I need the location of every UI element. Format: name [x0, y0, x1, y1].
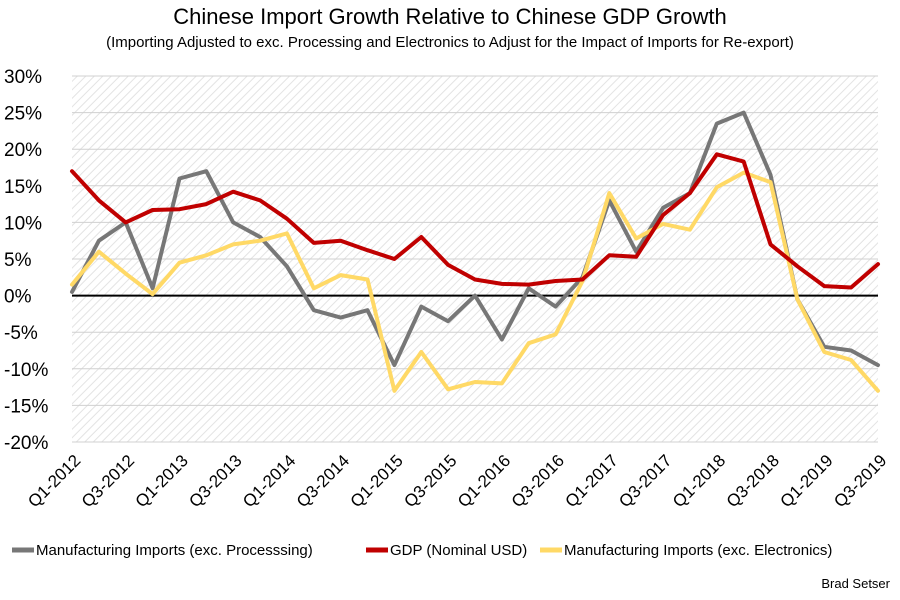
- series-line: [70, 152, 880, 290]
- x-tick-label: Q3-2016: [508, 451, 568, 511]
- x-tick-label: Q3-2015: [400, 451, 460, 511]
- y-tick-label: -15%: [4, 396, 48, 417]
- x-tick-label: Q3-2017: [615, 451, 675, 511]
- series-line: [70, 110, 880, 368]
- x-tick-label: Q3-2014: [293, 451, 353, 511]
- series-lines: [70, 110, 880, 393]
- chart-title: Chinese Import Growth Relative to Chines…: [173, 4, 727, 29]
- x-tick-label: Q1-2017: [562, 451, 622, 511]
- series-line: [70, 170, 880, 393]
- y-tick-label: -10%: [4, 360, 48, 381]
- y-tick-label: 20%: [4, 140, 42, 161]
- source-credit: Brad Setser: [821, 576, 890, 591]
- x-tick-label: Q1-2016: [454, 451, 514, 511]
- x-tick-label: Q3-2019: [830, 451, 890, 511]
- x-tick-label: Q1-2018: [669, 451, 729, 511]
- y-tick-label: 0%: [4, 287, 32, 308]
- x-tick-label: Q1-2013: [132, 451, 192, 511]
- legend-label: Manufacturing Imports (exc. Processsing): [36, 542, 313, 559]
- legend-label: GDP (Nominal USD): [390, 542, 527, 559]
- x-tick-label: Q1-2019: [776, 451, 836, 511]
- y-tick-label: 30%: [4, 67, 42, 88]
- chart-subtitle: (Importing Adjusted to exc. Processing a…: [106, 34, 794, 51]
- x-tick-label: Q1-2012: [24, 451, 84, 511]
- x-tick-label: Q1-2015: [347, 451, 407, 511]
- legend-label: Manufacturing Imports (exc. Electronics): [564, 542, 832, 559]
- x-tick-label: Q3-2013: [185, 451, 245, 511]
- y-tick-label: -5%: [4, 323, 38, 344]
- y-tick-label: 15%: [4, 177, 42, 198]
- x-axis-ticks: Q1-2012Q3-2012Q1-2013Q3-2013Q1-2014Q3-20…: [24, 451, 890, 511]
- x-tick-label: Q3-2018: [723, 451, 783, 511]
- y-axis-ticks: -20% -15% -10% -5% 0% 5% 10% 15% 20% 25% 30%: [4, 67, 48, 454]
- x-tick-label: Q1-2014: [239, 451, 299, 511]
- y-tick-label: 10%: [4, 213, 42, 234]
- y-tick-label: 25%: [4, 104, 42, 125]
- x-tick-label: Q3-2012: [78, 451, 138, 511]
- legend: Manufacturing Imports (exc. Processsing)…: [12, 542, 832, 559]
- y-tick-label: 5%: [4, 250, 32, 271]
- y-tick-label: -20%: [4, 433, 48, 454]
